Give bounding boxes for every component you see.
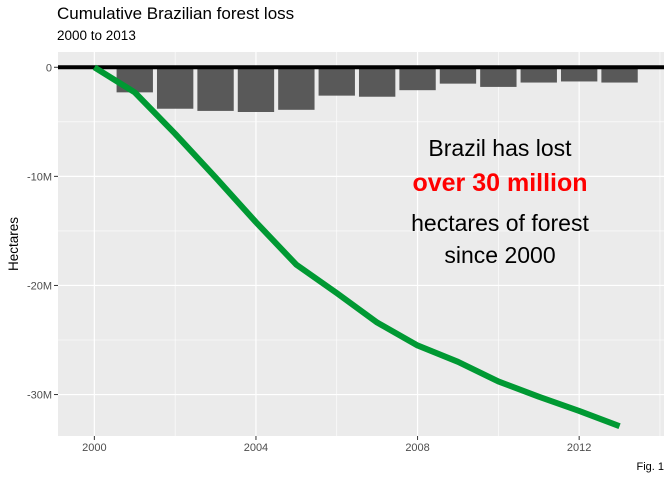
x-tick-label: 2012 — [567, 442, 591, 454]
x-tick-label: 2008 — [405, 442, 429, 454]
loss-bar — [480, 67, 517, 87]
loss-bar — [318, 67, 355, 96]
annotation-line-3: hectares of forest — [411, 210, 589, 236]
x-tick-label: 2004 — [244, 442, 268, 454]
annual-loss-bars — [116, 67, 638, 112]
y-axis: 0 -10M -20M -30M — [27, 62, 58, 402]
loss-bar — [439, 67, 477, 84]
annotation-line-1: Brazil has lost — [428, 135, 572, 161]
loss-bar — [601, 67, 638, 83]
y-tick-label: -10M — [27, 171, 52, 183]
minor-gridlines — [58, 52, 664, 436]
loss-bar — [560, 67, 598, 82]
y-axis-title: Hectares — [6, 217, 21, 271]
cumulative-loss-line — [92, 64, 621, 429]
chart-title: Cumulative Brazilian forest loss — [57, 4, 294, 23]
loss-bar — [358, 67, 396, 97]
annotation-line-4: since 2000 — [444, 242, 555, 268]
x-tick-label: 2000 — [82, 442, 106, 454]
loss-bar — [399, 67, 436, 91]
y-tick-label: -20M — [27, 280, 52, 292]
chart-subtitle: 2000 to 2013 — [57, 28, 136, 43]
figure-caption: Fig. 1 — [636, 461, 664, 473]
annotation: Brazil has lost over 30 million hectares… — [411, 135, 589, 268]
loss-bar — [237, 67, 275, 112]
y-tick-label: -30M — [27, 390, 52, 402]
loss-bar — [197, 67, 234, 111]
loss-bar — [278, 67, 315, 110]
y-tick-label: 0 — [46, 62, 52, 74]
x-axis: 2000 2004 2008 2012 — [82, 436, 591, 454]
annotation-highlight: over 30 million — [412, 169, 587, 197]
loss-bar — [156, 67, 194, 109]
loss-bar — [116, 67, 153, 93]
loss-bar — [520, 67, 557, 83]
